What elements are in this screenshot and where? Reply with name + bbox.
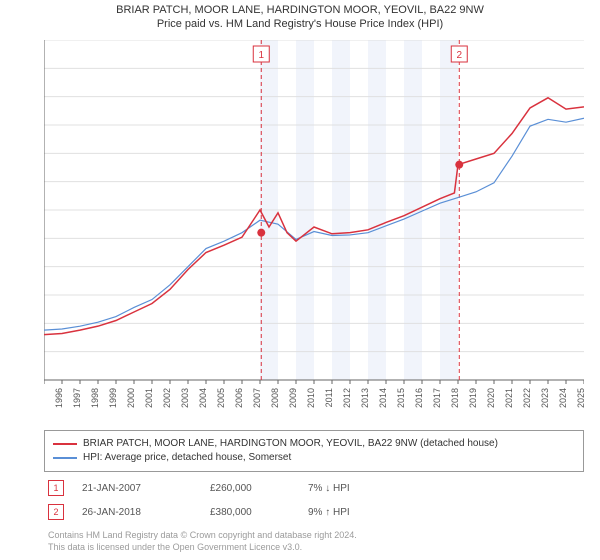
svg-text:1999: 1999 <box>108 388 118 408</box>
svg-text:2025: 2025 <box>576 388 584 408</box>
legend-row-property: BRIAR PATCH, MOOR LANE, HARDINGTON MOOR,… <box>53 437 575 451</box>
svg-text:1997: 1997 <box>72 388 82 408</box>
legend-row-hpi: HPI: Average price, detached house, Some… <box>53 451 575 465</box>
svg-text:2014: 2014 <box>378 388 388 408</box>
svg-text:2008: 2008 <box>270 388 280 408</box>
svg-text:2021: 2021 <box>504 388 514 408</box>
svg-text:2002: 2002 <box>162 388 172 408</box>
svg-text:2001: 2001 <box>144 388 154 408</box>
svg-text:1996: 1996 <box>54 388 64 408</box>
svg-text:2020: 2020 <box>486 388 496 408</box>
svg-text:2003: 2003 <box>180 388 190 408</box>
sale-row-2: 2 26-JAN-2018 £380,000 9% ↑ HPI <box>44 504 584 520</box>
copyright-line-1: Contains HM Land Registry data © Crown c… <box>48 530 584 542</box>
svg-text:2009: 2009 <box>288 388 298 408</box>
svg-text:2019: 2019 <box>468 388 478 408</box>
svg-text:2010: 2010 <box>306 388 316 408</box>
copyright-block: Contains HM Land Registry data © Crown c… <box>44 530 584 553</box>
svg-text:2017: 2017 <box>432 388 442 408</box>
footer-block: BRIAR PATCH, MOOR LANE, HARDINGTON MOOR,… <box>44 430 584 553</box>
svg-text:2005: 2005 <box>216 388 226 408</box>
line-chart: £0£50K£100K£150K£200K£250K£300K£350K£400… <box>44 40 584 410</box>
svg-text:2015: 2015 <box>396 388 406 408</box>
svg-text:2013: 2013 <box>360 388 370 408</box>
svg-text:1: 1 <box>258 50 264 61</box>
chart-area: £0£50K£100K£150K£200K£250K£300K£350K£400… <box>44 40 584 410</box>
svg-text:2: 2 <box>456 50 462 61</box>
legend-swatch-hpi <box>53 457 77 459</box>
legend-swatch-property <box>53 443 77 445</box>
sale-marker-2: 2 <box>48 504 64 520</box>
svg-text:2018: 2018 <box>450 388 460 408</box>
svg-text:1995: 1995 <box>44 388 46 408</box>
svg-text:1998: 1998 <box>90 388 100 408</box>
svg-text:2016: 2016 <box>414 388 424 408</box>
svg-text:2004: 2004 <box>198 388 208 408</box>
sale-pct-2: 9% ↑ HPI <box>308 507 398 518</box>
chart-container: BRIAR PATCH, MOOR LANE, HARDINGTON MOOR,… <box>0 0 600 560</box>
svg-text:2012: 2012 <box>342 388 352 408</box>
title-block: BRIAR PATCH, MOOR LANE, HARDINGTON MOOR,… <box>0 0 600 30</box>
sale-date-2: 26-JAN-2018 <box>82 507 192 518</box>
legend-label-hpi: HPI: Average price, detached house, Some… <box>83 451 291 465</box>
copyright-line-2: This data is licensed under the Open Gov… <box>48 542 584 554</box>
title-line-1: BRIAR PATCH, MOOR LANE, HARDINGTON MOOR,… <box>0 4 600 16</box>
sale-row-1: 1 21-JAN-2007 £260,000 7% ↓ HPI <box>44 480 584 496</box>
sale-date-1: 21-JAN-2007 <box>82 483 192 494</box>
sale-price-1: £260,000 <box>210 483 290 494</box>
sale-price-2: £380,000 <box>210 507 290 518</box>
title-line-2: Price paid vs. HM Land Registry's House … <box>0 18 600 30</box>
svg-text:2022: 2022 <box>522 388 532 408</box>
svg-text:2007: 2007 <box>252 388 262 408</box>
svg-text:2000: 2000 <box>126 388 136 408</box>
svg-text:2006: 2006 <box>234 388 244 408</box>
sale-pct-1: 7% ↓ HPI <box>308 483 398 494</box>
svg-text:2024: 2024 <box>558 388 568 408</box>
svg-text:2011: 2011 <box>324 388 334 407</box>
legend-label-property: BRIAR PATCH, MOOR LANE, HARDINGTON MOOR,… <box>83 437 498 451</box>
legend-box: BRIAR PATCH, MOOR LANE, HARDINGTON MOOR,… <box>44 430 584 472</box>
sale-marker-1: 1 <box>48 480 64 496</box>
svg-text:2023: 2023 <box>540 388 550 408</box>
